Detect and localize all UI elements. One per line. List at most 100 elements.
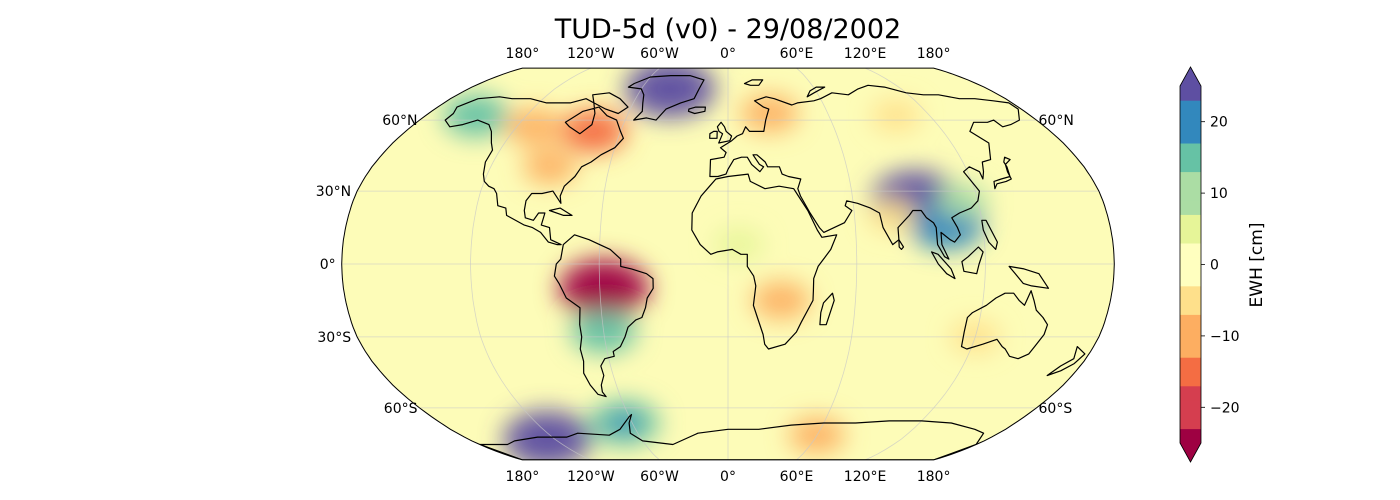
lat-label-left: 30°S	[317, 330, 351, 346]
anomaly-core-amazon	[583, 275, 625, 302]
lon-label-top: 0°	[720, 46, 736, 62]
lon-label-bottom: 120°W	[567, 469, 615, 485]
coastline-eurasia	[709, 84, 1020, 260]
colorbar-band	[1180, 257, 1201, 273]
lon-label-bottom: 60°E	[780, 469, 814, 485]
anomaly-core-west-antarctica	[527, 426, 568, 453]
colorbar-band	[1180, 243, 1201, 258]
coastline-japan	[993, 156, 1012, 190]
lon-label-bottom: 180°	[917, 469, 951, 485]
coastline-new-zealand	[1046, 346, 1086, 377]
lat-label-left: 60°N	[382, 113, 417, 129]
colorbar-band	[1180, 314, 1201, 330]
anomaly-siberia	[871, 99, 921, 132]
coastline-cuba	[548, 207, 573, 216]
lon-label-top: 120°W	[567, 46, 615, 62]
coastline-sri-lanka	[898, 239, 905, 250]
coastline-madagascar	[819, 292, 835, 326]
colorbar-band	[1180, 400, 1201, 415]
coastline-novaya-zemlya	[806, 86, 826, 98]
colorbar-band	[1180, 171, 1201, 187]
colorbar-band	[1180, 385, 1201, 401]
latitude-labels-right: 60°N 60°S	[1039, 113, 1074, 417]
colorbar-outline	[1179, 66, 1202, 463]
lat-label-right: 60°S	[1039, 401, 1073, 417]
coastline-ireland	[709, 130, 718, 139]
colorbar-band	[1180, 100, 1201, 115]
coastline-sumatra	[931, 251, 956, 280]
lat-label-left: 60°S	[384, 401, 418, 417]
coastline-iceland	[687, 106, 706, 115]
colorbar-band	[1180, 143, 1201, 158]
lat-label-left: 30°N	[316, 184, 351, 200]
colorbar-band	[1180, 343, 1201, 358]
colorbar-band	[1180, 414, 1201, 430]
lat-label-left: 0°	[320, 257, 336, 273]
coastline-baffin-island	[592, 92, 629, 115]
anomaly-core-canada-east	[578, 121, 609, 142]
coastline-borneo	[961, 246, 984, 275]
lon-label-top: 180°	[917, 46, 951, 62]
latitude-labels-left: 60°N 30°N 0° 30°S 60°S	[316, 113, 418, 417]
colorbar-tick-label: 20	[1210, 115, 1228, 131]
colorbar-extend-min	[1180, 443, 1201, 462]
lon-label-top: 60°E	[780, 46, 814, 62]
coastline-greenland	[627, 75, 705, 121]
colorbar-band	[1180, 228, 1201, 244]
colorbar-band	[1180, 271, 1201, 287]
globe-outline	[341, 67, 1115, 461]
anomaly-core-alaska	[460, 105, 491, 126]
colorbar-band	[1180, 300, 1201, 315]
anomaly-scandinavia	[740, 94, 799, 133]
coastline-south-america	[553, 234, 654, 398]
colorbar-band	[1180, 371, 1201, 387]
colorbar-ticks: −20 −10 0 10 20	[1201, 115, 1240, 416]
anomaly-india	[867, 199, 918, 232]
coastlines	[444, 75, 1086, 460]
colorbar-band	[1180, 328, 1201, 344]
lon-label-bottom: 180°	[506, 469, 540, 485]
anomaly-southern-africa	[752, 281, 811, 320]
lon-label-bottom: 60°W	[640, 469, 679, 485]
colorbar-tick-label: 0	[1210, 258, 1219, 274]
colorbar-band	[1180, 185, 1201, 201]
coastline-svalbard	[743, 79, 764, 86]
anomaly-southeast-china	[934, 183, 989, 219]
colorbar-band	[1180, 214, 1201, 230]
colorbar-label: EWH [cm]	[1247, 223, 1267, 308]
colorbar-band	[1180, 157, 1201, 173]
lon-label-top: 120°E	[844, 46, 887, 62]
world-map	[341, 67, 1115, 461]
colorbar-band	[1180, 285, 1201, 301]
colorbar: −20 −10 0 10 20 EWH [cm]	[1179, 66, 1267, 463]
coastline-north-america	[444, 96, 624, 246]
colorbar-band	[1180, 428, 1201, 444]
lon-label-top: 60°W	[640, 46, 679, 62]
colorbar-tick-label: −10	[1210, 329, 1240, 345]
map-title: TUD-5d (v0) - 29/08/2002	[554, 14, 901, 45]
longitude-labels-top: 180° 120°W 60°W 0° 60°E 120°E 180°	[506, 46, 951, 62]
colorbar-tick-label: −20	[1210, 400, 1240, 416]
coastline-new-guinea	[1008, 265, 1050, 289]
anomaly-west-africa	[714, 228, 764, 261]
coastline-britain	[716, 121, 733, 144]
lat-label-right: 60°N	[1039, 113, 1074, 129]
coastline-philippines	[981, 219, 998, 250]
lon-label-top: 180°	[506, 46, 540, 62]
colorbar-band	[1180, 357, 1201, 372]
colorbar-tick-label: 10	[1210, 186, 1228, 202]
longitude-labels-bottom: 180° 120°W 60°W 0° 60°E 120°E 180°	[506, 469, 951, 485]
lon-label-bottom: 120°E	[844, 469, 887, 485]
lon-label-bottom: 0°	[720, 469, 736, 485]
colorbar-bands	[1180, 86, 1201, 444]
colorbar-band	[1180, 128, 1201, 144]
anomaly-canada-west	[505, 107, 564, 146]
anomaly-us-midwest	[523, 149, 577, 185]
colorbar-band	[1180, 114, 1201, 130]
anomaly-core-greenland	[649, 75, 691, 103]
coastline-australia	[960, 290, 1049, 360]
colorbar-band	[1180, 86, 1201, 101]
coastline-antarctica	[479, 413, 985, 460]
colorbar-extend-max	[1180, 67, 1201, 86]
